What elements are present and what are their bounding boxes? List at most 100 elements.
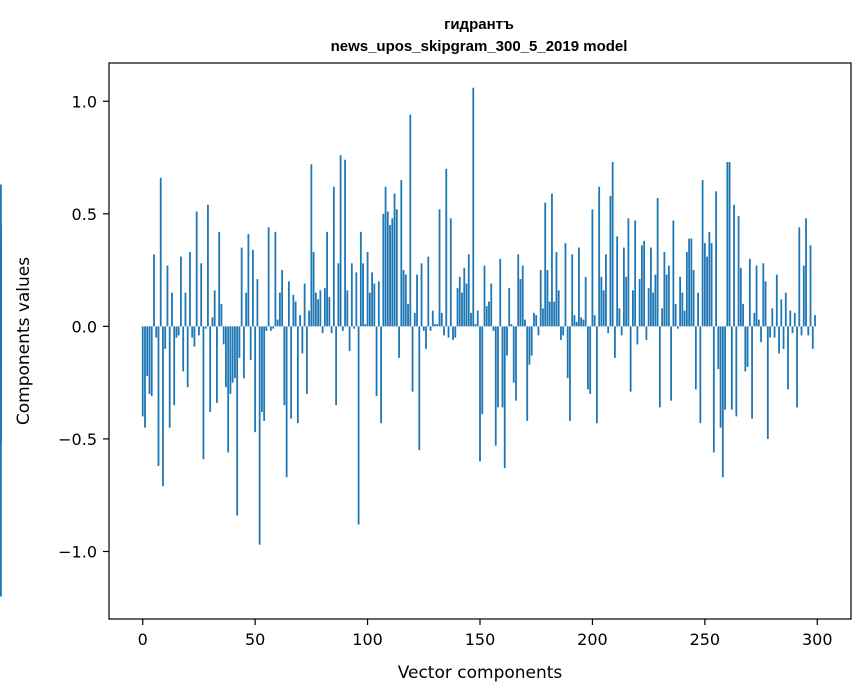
bar-22: [191, 326, 194, 338]
bar-57: [269, 326, 272, 331]
bar-296: [807, 326, 810, 336]
bar-266: [739, 267, 742, 327]
bar-76: [312, 252, 315, 327]
bar-71: [301, 326, 304, 354]
bar-125: [422, 326, 425, 331]
bar-188: [564, 243, 567, 327]
bar-298: [811, 326, 814, 349]
bar-194: [578, 247, 580, 327]
bar-235: [670, 326, 673, 401]
bar-281: [773, 326, 776, 338]
bar-204: [600, 276, 603, 327]
bar-43: [238, 326, 241, 358]
bar-179: [544, 202, 547, 327]
bar-219: [634, 220, 637, 327]
bar-undefined: [0, 326, 2, 439]
bar-147: [472, 87, 475, 327]
bar-73: [305, 326, 308, 394]
bar-211: [616, 236, 619, 327]
bar-256: [717, 326, 720, 370]
bar-112: [393, 193, 396, 327]
bar-182: [551, 193, 553, 327]
bar-190: [569, 326, 571, 421]
bar-201: [593, 315, 596, 327]
chart-title-line2: news_upos_skipgram_300_5_2019 model: [331, 38, 628, 55]
bar-38: [227, 326, 230, 453]
y-tick-label: −1.0: [58, 542, 97, 561]
bar-30: [209, 326, 212, 412]
bar-84: [330, 326, 333, 334]
bar-145: [467, 254, 470, 327]
bar-45: [243, 326, 245, 379]
bar-257: [719, 326, 722, 428]
bar-14: [173, 326, 176, 406]
bar-155: [490, 283, 493, 327]
bar-53: [261, 326, 263, 412]
bar-113: [395, 209, 398, 327]
bar-271: [751, 326, 753, 419]
bar-0: [141, 326, 144, 417]
bar-50: [254, 326, 257, 433]
bar-15: [175, 326, 178, 338]
bar-124: [420, 263, 423, 327]
bar-29: [207, 204, 209, 327]
bar-252: [708, 231, 711, 327]
bar-91: [346, 290, 349, 327]
bar-239: [679, 276, 682, 327]
bar-46: [245, 292, 248, 327]
bar-109: [386, 211, 389, 327]
bar-185: [557, 290, 560, 327]
bar-104: [375, 326, 378, 397]
bar-68: [294, 301, 297, 327]
bar-226: [649, 247, 652, 327]
y-tick-label: −0.5: [58, 430, 97, 449]
bar-189: [566, 326, 569, 379]
bar-135: [445, 168, 448, 327]
bar-110: [389, 225, 391, 327]
bar-87: [337, 263, 340, 327]
bar-163: [508, 288, 511, 327]
bar-224: [645, 326, 648, 340]
bar-159: [499, 258, 502, 327]
bar-105: [377, 281, 380, 327]
y-tick-label: 0.5: [72, 205, 97, 224]
bar-213: [620, 326, 623, 336]
bar-74: [308, 310, 311, 327]
bar-44: [240, 247, 243, 327]
bar-88: [339, 155, 342, 327]
bar-195: [580, 317, 583, 327]
bar-274: [757, 319, 760, 327]
bar-259: [724, 326, 726, 410]
bar-210: [614, 326, 616, 358]
bar-undefined: [0, 326, 2, 361]
bar-208: [609, 195, 612, 327]
bar-90: [344, 159, 346, 327]
bar-undefined: [0, 236, 2, 327]
bar-136: [447, 326, 450, 338]
y-tick-label: 1.0: [72, 92, 97, 111]
bar-20: [186, 326, 189, 388]
bar-95: [355, 272, 358, 327]
bar-152: [483, 265, 486, 327]
bar-94: [353, 326, 355, 329]
bar-237: [674, 303, 677, 327]
bar-117: [404, 274, 407, 327]
bar-137: [449, 218, 452, 327]
bar-207: [607, 326, 610, 334]
bar-178: [542, 308, 544, 327]
bar-171: [526, 326, 529, 421]
bar-175: [535, 315, 538, 327]
bar-122: [416, 274, 418, 327]
bar-146: [470, 312, 472, 327]
bar-222: [640, 245, 643, 327]
bar-78: [317, 299, 320, 327]
bar-230: [658, 326, 661, 408]
bar-193: [575, 321, 578, 327]
bar-168: [519, 279, 522, 327]
bar-227: [652, 292, 655, 327]
bar-127: [427, 256, 430, 327]
bar-48: [249, 326, 252, 361]
bar-164: [510, 324, 513, 327]
bar-7: [157, 326, 160, 466]
bar-232: [663, 252, 666, 327]
